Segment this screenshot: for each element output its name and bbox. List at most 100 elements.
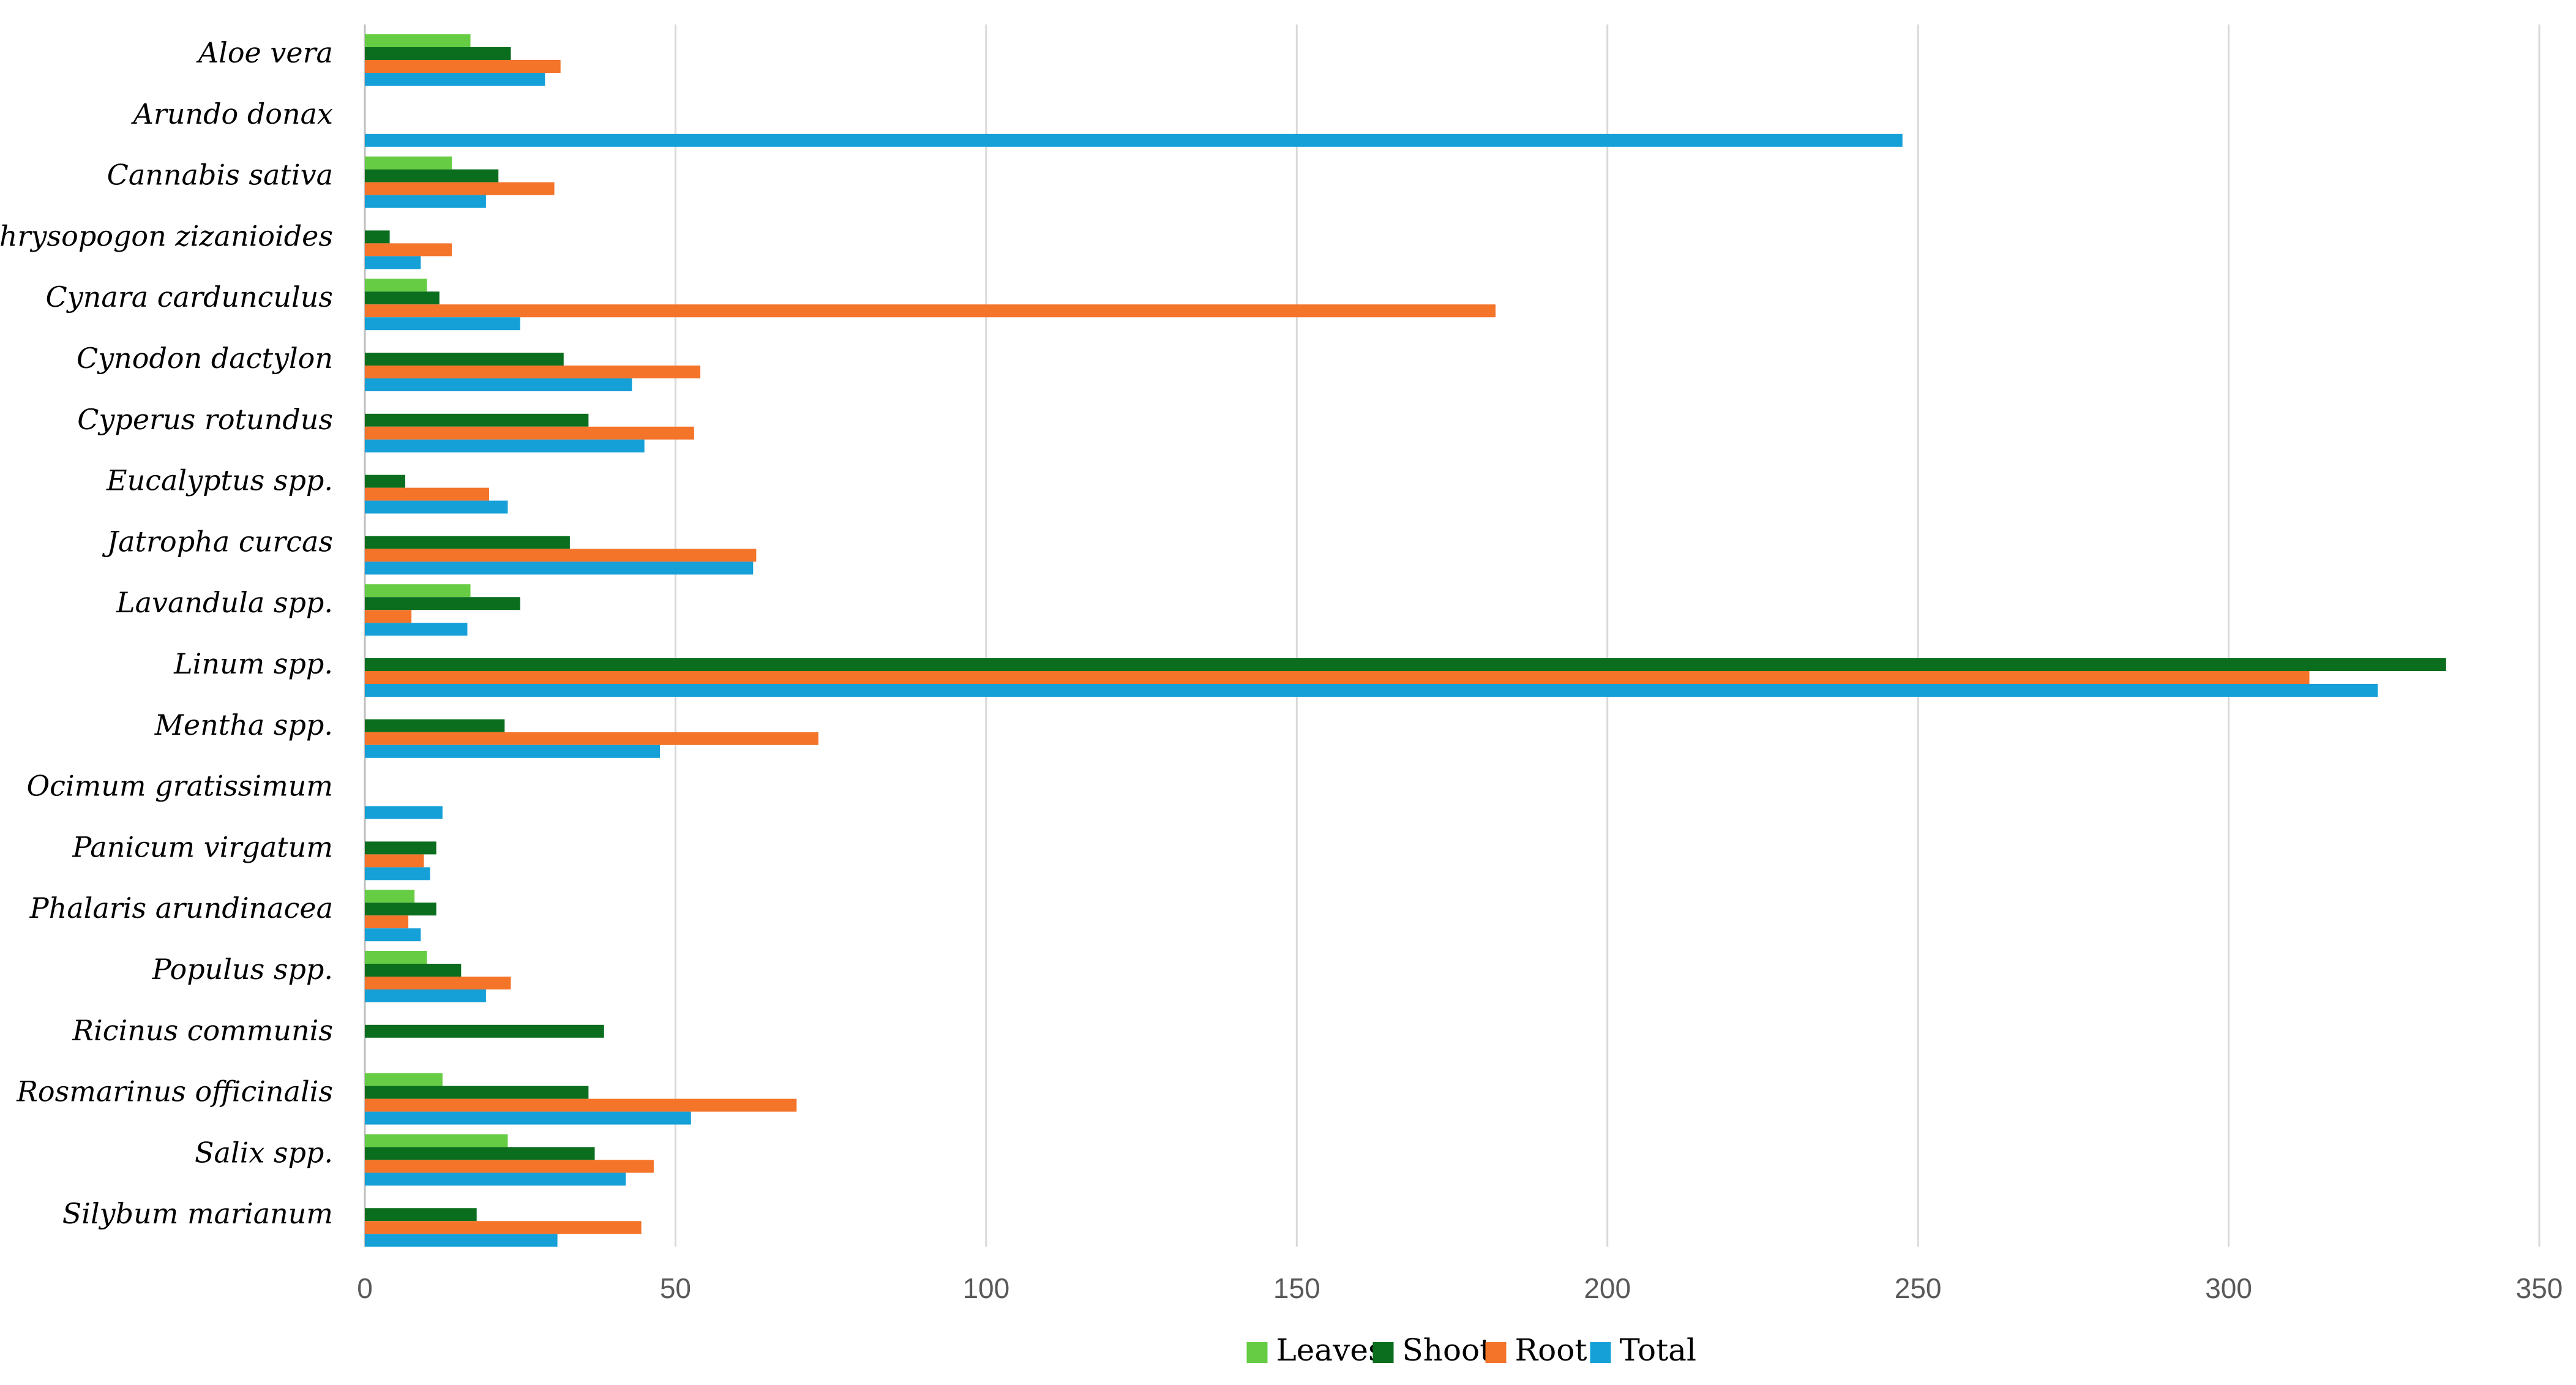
bar-shoot-8 bbox=[365, 536, 570, 549]
bar-shoot-6 bbox=[365, 413, 589, 427]
bar-total-15 bbox=[365, 989, 486, 1002]
x-tick-label: 250 bbox=[1895, 1272, 1942, 1304]
bar-leaves-18 bbox=[365, 1134, 508, 1147]
bar-root-17 bbox=[365, 1098, 797, 1112]
bar-shoot-2 bbox=[365, 169, 499, 182]
category-labels: Aloe vera Arundo donax Cannabis sativa Chry… bbox=[0, 36, 333, 1230]
bar-shoot-16 bbox=[365, 1024, 604, 1038]
bar-root-9 bbox=[365, 610, 412, 623]
bar-total-14 bbox=[365, 928, 421, 942]
legend-label-shoot: Shoot bbox=[1402, 1332, 1492, 1368]
x-tick-label: 100 bbox=[962, 1272, 1009, 1304]
category-label: Ricinus communis bbox=[72, 1014, 333, 1047]
bars bbox=[365, 34, 2446, 1247]
x-tick-label: 50 bbox=[660, 1272, 691, 1304]
bar-root-11 bbox=[365, 732, 818, 745]
bar-root-14 bbox=[365, 915, 409, 929]
legend-swatch-total bbox=[1590, 1342, 1611, 1363]
category-label: Chrysopogon zizanioides bbox=[0, 219, 333, 252]
bar-leaves-17 bbox=[365, 1073, 443, 1086]
bar-root-6 bbox=[365, 426, 694, 440]
bar-total-4 bbox=[365, 317, 520, 331]
bar-leaves-0 bbox=[365, 34, 471, 47]
bar-shoot-15 bbox=[365, 964, 462, 977]
bar-total-17 bbox=[365, 1111, 691, 1125]
bar-root-4 bbox=[365, 304, 1496, 318]
x-axis-tick-labels: 0 50 100 150 200 250 300 350 bbox=[357, 1272, 2563, 1304]
legend-swatch-root bbox=[1485, 1342, 1507, 1363]
bar-root-19 bbox=[365, 1221, 642, 1234]
bar-total-10 bbox=[365, 684, 2378, 697]
bar-shoot-18 bbox=[365, 1147, 595, 1160]
bar-shoot-3 bbox=[365, 230, 390, 244]
bar-shoot-13 bbox=[365, 841, 436, 855]
bar-root-3 bbox=[365, 243, 452, 257]
bar-total-5 bbox=[365, 378, 632, 391]
bar-total-19 bbox=[365, 1234, 558, 1247]
bar-shoot-0 bbox=[365, 47, 511, 60]
bar-shoot-14 bbox=[365, 903, 436, 916]
bar-leaves-2 bbox=[365, 156, 452, 170]
bar-shoot-17 bbox=[365, 1086, 589, 1099]
bar-root-15 bbox=[365, 977, 511, 989]
category-label: Panicum virgatum bbox=[72, 830, 333, 863]
bar-root-10 bbox=[365, 671, 2310, 684]
bar-root-18 bbox=[365, 1160, 654, 1173]
bar-shoot-4 bbox=[365, 291, 440, 305]
bar-shoot-5 bbox=[365, 353, 564, 366]
legend-label-root: Root bbox=[1515, 1332, 1587, 1368]
bar-total-2 bbox=[365, 195, 486, 208]
bar-total-1 bbox=[365, 133, 1903, 147]
x-tick-label: 0 bbox=[357, 1272, 373, 1304]
bar-total-9 bbox=[365, 623, 468, 636]
category-label: Phalaris arundinacea bbox=[29, 891, 333, 925]
grid-lines bbox=[364, 24, 2540, 1247]
bar-total-0 bbox=[365, 73, 545, 86]
bar-shoot-9 bbox=[365, 597, 520, 610]
category-label: Mentha spp. bbox=[154, 708, 333, 741]
bar-root-0 bbox=[365, 60, 561, 73]
category-label: Jatropha curcas bbox=[102, 525, 333, 558]
bar-shoot-10 bbox=[365, 658, 2446, 671]
category-label: Aloe vera bbox=[196, 36, 333, 69]
legend-label-total: Total bbox=[1620, 1332, 1696, 1368]
x-tick-label: 350 bbox=[2516, 1272, 2563, 1304]
category-label: Ocimum gratissimum bbox=[26, 770, 333, 803]
bar-total-18 bbox=[365, 1173, 626, 1186]
category-label: Cynara cardunculus bbox=[46, 280, 333, 313]
bar-shoot-7 bbox=[365, 475, 405, 488]
category-label: Cynodon dactylon bbox=[77, 342, 333, 375]
category-label: Lavandula spp. bbox=[116, 586, 333, 619]
bar-total-7 bbox=[365, 500, 508, 514]
category-label: Salix spp. bbox=[195, 1136, 333, 1169]
legend: Leaves Shoot Root Total bbox=[1246, 1332, 1696, 1368]
bar-root-5 bbox=[365, 366, 701, 378]
bar-total-11 bbox=[365, 745, 661, 758]
bar-total-6 bbox=[365, 439, 645, 452]
legend-swatch-leaves bbox=[1246, 1342, 1268, 1363]
category-label: Silybum marianum bbox=[62, 1197, 333, 1230]
bar-root-13 bbox=[365, 854, 424, 868]
category-label: Cannabis sativa bbox=[107, 159, 333, 192]
bar-leaves-15 bbox=[365, 951, 427, 964]
bar-root-2 bbox=[365, 182, 555, 195]
category-label: Rosmarinus officinalis bbox=[16, 1075, 333, 1108]
category-label: Eucalyptus spp. bbox=[106, 464, 333, 497]
bar-root-7 bbox=[365, 487, 489, 501]
bar-leaves-4 bbox=[365, 279, 427, 292]
category-label: Cyperus rotundus bbox=[77, 403, 333, 436]
bar-total-13 bbox=[365, 867, 430, 880]
legend-swatch-shoot bbox=[1372, 1342, 1394, 1363]
bar-total-12 bbox=[365, 806, 443, 819]
x-tick-label: 200 bbox=[1584, 1272, 1631, 1304]
bar-leaves-9 bbox=[365, 584, 471, 598]
bar-total-3 bbox=[365, 256, 421, 269]
bar-total-8 bbox=[365, 561, 754, 575]
bar-root-8 bbox=[365, 549, 757, 562]
x-tick-label: 300 bbox=[2205, 1272, 2252, 1304]
bar-shoot-19 bbox=[365, 1208, 477, 1222]
category-label: Linum spp. bbox=[173, 647, 333, 680]
legend-label-leaves: Leaves bbox=[1276, 1332, 1384, 1368]
bar-shoot-11 bbox=[365, 719, 505, 732]
